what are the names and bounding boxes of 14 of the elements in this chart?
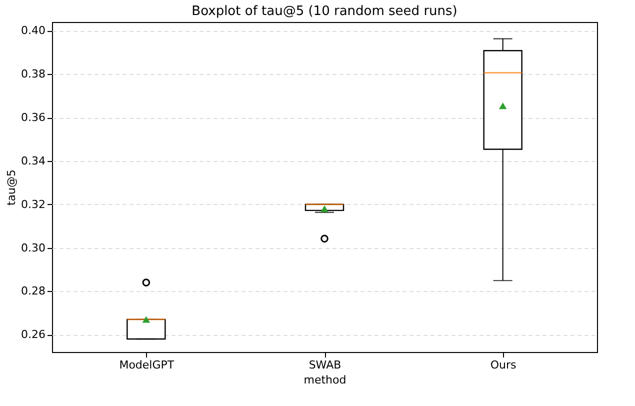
y-tick-label: 0.30 <box>21 241 46 254</box>
x-tick-label: Ours <box>490 358 517 372</box>
y-tick-label: 0.40 <box>21 24 46 38</box>
x-tick-label: SWAB <box>308 358 342 372</box>
x-tick-label: ModelGPT <box>119 358 174 372</box>
y-tick-label: 0.34 <box>21 154 46 168</box>
y-tick-label: 0.28 <box>21 284 46 298</box>
y-tick-label: 0.26 <box>21 328 46 342</box>
y-tick-label: 0.32 <box>21 198 46 211</box>
y-tick-label: 0.36 <box>21 111 46 124</box>
x-axis-title: method <box>304 374 346 386</box>
y-tick-label: 0.38 <box>21 68 46 81</box>
y-axis-title: tau@5 <box>5 169 18 206</box>
chart-title: Boxplot of tau@5 (10 random seed runs) <box>192 4 458 19</box>
